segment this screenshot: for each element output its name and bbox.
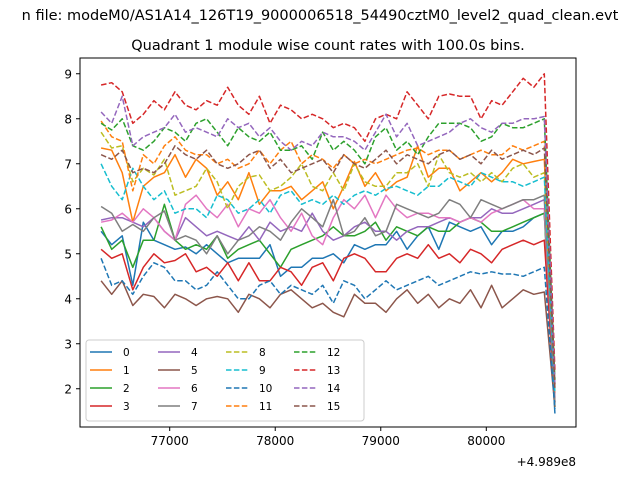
series-layer — [100, 73, 556, 414]
series-line-0 — [100, 212, 556, 414]
series-line-8 — [100, 131, 556, 389]
x-tick-label: 80000 — [467, 434, 505, 448]
legend-label-15: 15 — [327, 401, 340, 413]
x-tick-label: 77000 — [151, 434, 189, 448]
y-axis: 2 3 4 5 6 7 8 9 — [64, 67, 80, 396]
x-tick-label: 78000 — [256, 434, 294, 448]
series-line-13 — [100, 73, 556, 371]
legend-box — [85, 339, 365, 422]
legend-label-7: 7 — [191, 401, 198, 413]
y-tick-label: 2 — [64, 382, 72, 396]
legend-label-5: 5 — [191, 365, 198, 377]
legend-label-3: 3 — [123, 401, 130, 413]
y-tick-label: 3 — [64, 337, 72, 351]
legend-label-10: 10 — [259, 383, 272, 395]
x-tick-label: 79000 — [362, 434, 400, 448]
legend-label-8: 8 — [259, 347, 266, 359]
x-offset-label: +4.989e8 — [517, 455, 576, 469]
series-line-6 — [100, 194, 556, 398]
legend-label-11: 11 — [259, 401, 272, 413]
series-line-12 — [100, 118, 556, 380]
legend-label-2: 2 — [123, 383, 130, 395]
legend-label-0: 0 — [123, 347, 130, 359]
figure-suptitle: n file: modeM0/AS1A14_126T19_9000006518_… — [22, 8, 619, 24]
series-line-7 — [100, 194, 556, 403]
y-tick-label: 4 — [64, 292, 72, 306]
x-axis: 77000 78000 79000 80000 — [151, 427, 505, 448]
series-line-3 — [100, 239, 556, 403]
legend-label-14: 14 — [327, 383, 341, 395]
legend-label-4: 4 — [191, 347, 198, 359]
y-tick-label: 9 — [64, 67, 72, 81]
series-line-15 — [100, 145, 556, 389]
y-tick-label: 7 — [64, 157, 72, 171]
series-line-5 — [100, 280, 556, 407]
chart-title: Quadrant 1 module wise count rates with … — [131, 38, 525, 54]
axes-frame — [79, 57, 577, 428]
y-tick-label: 6 — [64, 202, 72, 216]
series-line-1 — [100, 145, 556, 394]
series-line-11 — [100, 120, 556, 385]
series-line-10 — [100, 258, 556, 410]
legend-label-1: 1 — [123, 365, 130, 377]
y-tick-label: 5 — [64, 247, 72, 261]
legend-label-12: 12 — [327, 347, 340, 359]
series-line-14 — [100, 95, 556, 385]
legend-label-13: 13 — [327, 365, 340, 377]
legend-label-9: 9 — [259, 365, 266, 377]
legend-label-6: 6 — [191, 383, 198, 395]
series-line-9 — [100, 163, 556, 394]
y-tick-label: 8 — [64, 112, 72, 126]
